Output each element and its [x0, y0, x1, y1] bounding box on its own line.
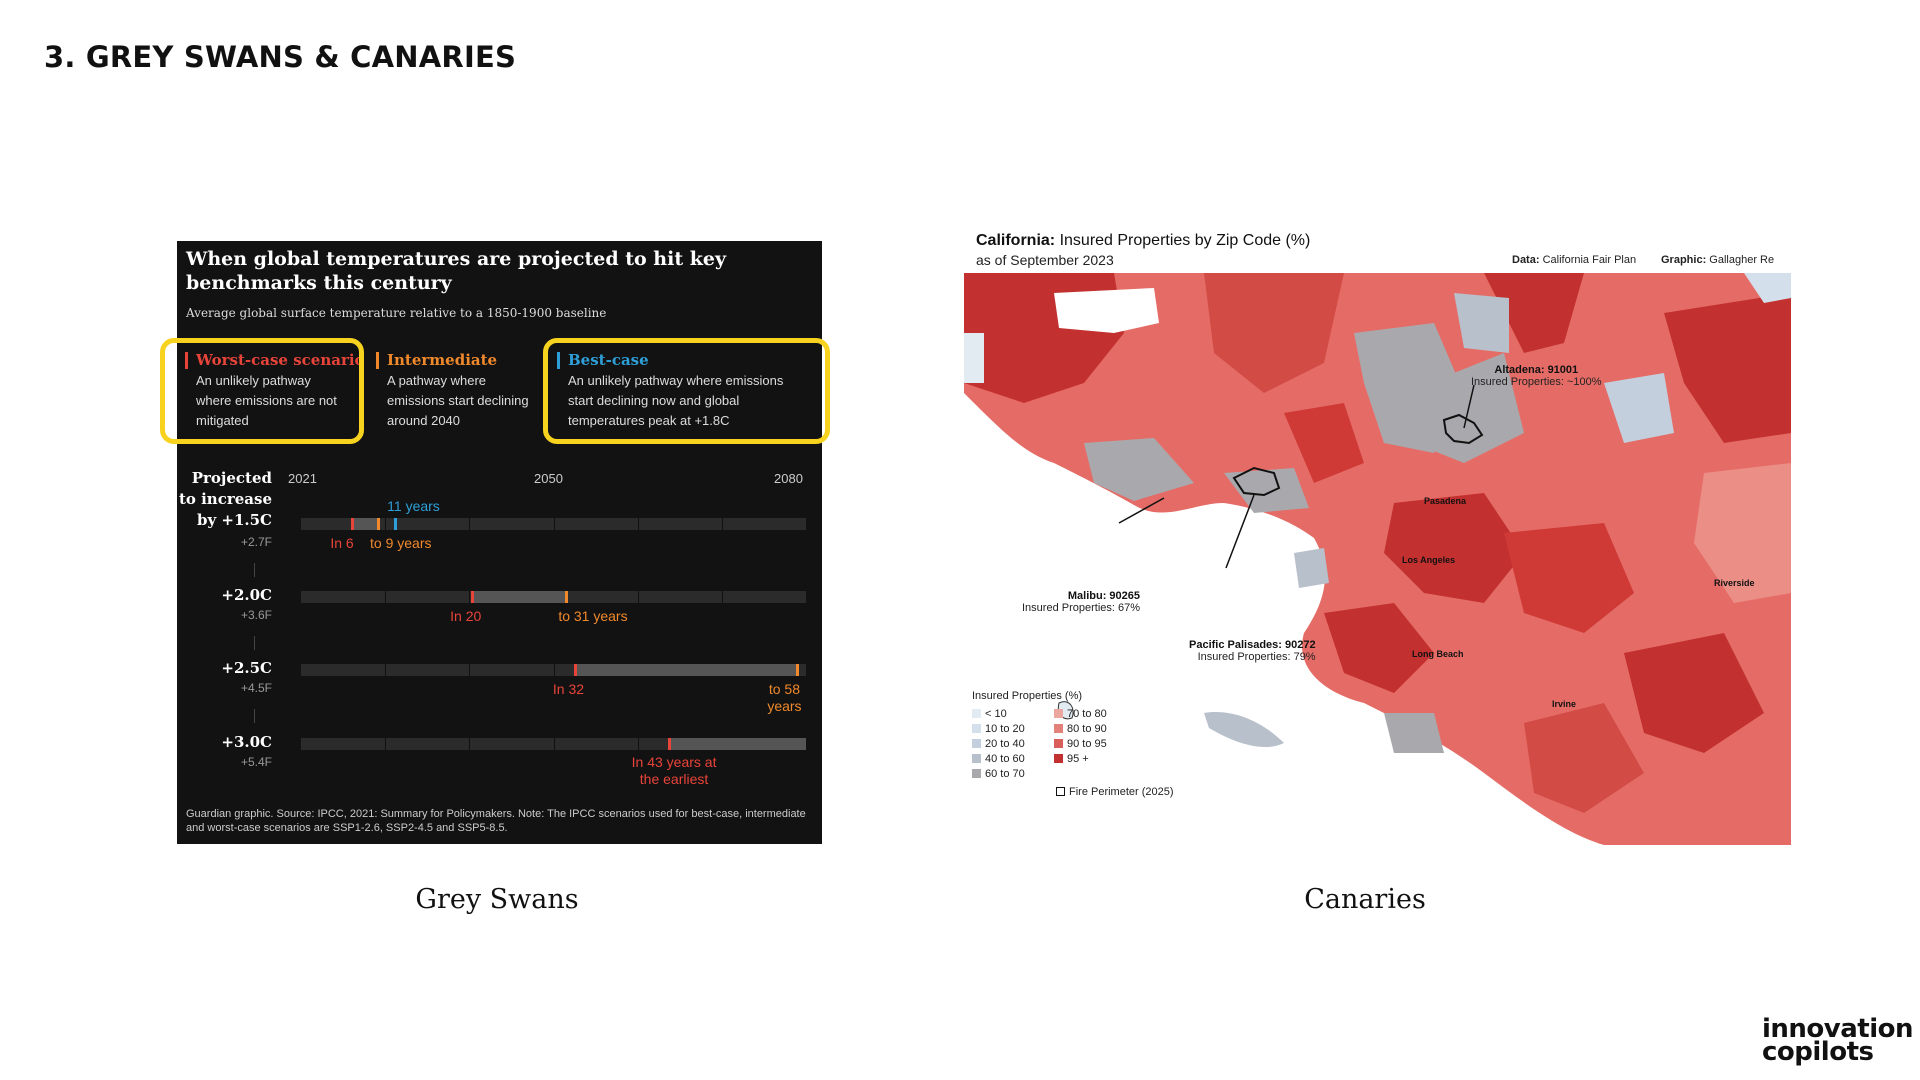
legend-worst-case: Worst-case scenario An unlikely pathway …: [185, 352, 365, 431]
map-credit-graphic: Graphic: Gallagher Re: [1661, 254, 1775, 266]
row-f-2p5: +4.5F: [240, 681, 272, 695]
marker-best: [394, 518, 398, 530]
track-gridline: [637, 738, 639, 750]
label-worst-2p0: In 20: [450, 608, 482, 624]
city-los-angeles: Los Angeles: [1402, 555, 1456, 565]
year-label-end: 2080: [774, 471, 803, 486]
legend-intermediate: Intermediate A pathway where emissions s…: [376, 352, 537, 431]
row-f-1p5: +2.7F: [240, 535, 272, 549]
track-gridline: [721, 518, 723, 530]
marker-intermediate: [377, 518, 381, 530]
marker-intermediate: [796, 664, 800, 676]
timeline-track-2p5: [301, 664, 806, 676]
map-title: California: Insured Properties by Zip Co…: [976, 232, 1311, 249]
city-riverside: Riverside: [1714, 578, 1755, 588]
annotation-malibu: Malibu: 90265 Insured Properties: 67%: [1022, 590, 1141, 614]
track-gridline: [553, 518, 555, 530]
legend-item: 10 to 20: [972, 721, 1025, 736]
map-area: [964, 273, 1791, 845]
projection-range: [669, 738, 806, 750]
timeline-track-2p0: [301, 591, 806, 603]
track-gridline: [385, 591, 387, 603]
legend-item: < 10: [972, 706, 1025, 721]
track-gridline: [385, 664, 387, 676]
legend-col-high: 70 to 80 80 to 90 90 to 95 95 +: [1054, 706, 1107, 766]
legend-title: Insured Properties (%): [972, 690, 1083, 702]
legend-item: 60 to 70: [972, 766, 1025, 781]
choropleth-map: [964, 273, 1791, 845]
divider: [254, 709, 255, 723]
marker-intermediate: [565, 591, 569, 603]
track-gridline: [469, 591, 471, 603]
row-label-1p5: Projected to increase by +1.5C: [178, 469, 272, 529]
map-legend: Insured Properties (%) < 10 10 to 20 20 …: [972, 690, 1174, 798]
track-gridline: [637, 518, 639, 530]
graphic-title: When global temperatures are projected t…: [186, 248, 727, 294]
timeline-track-3p0: [301, 738, 806, 750]
label-worst-3p0: In 43 years at the earliest: [631, 754, 717, 787]
legend-item: 90 to 95: [1054, 736, 1107, 751]
label-worst-2p5: In 32: [552, 681, 585, 697]
caption-canaries: Canaries: [1304, 884, 1426, 915]
timeline-track-1p5: [301, 518, 806, 530]
divider: [254, 636, 255, 650]
label-worst-1p5: In 6: [330, 535, 354, 551]
row-f-3p0: +5.4F: [240, 755, 272, 769]
row-label-2p5: +2.5C: [221, 659, 272, 677]
annotation-pacific-palisades: Pacific Palisades: 90272 Insured Properti…: [1189, 639, 1316, 663]
track-gridline: [721, 591, 723, 603]
label-intermediate-1p5: to 9 years: [370, 535, 432, 551]
map-as-of: as of September 2023: [976, 252, 1114, 268]
slide-title: 3. GREY SWANS & CANARIES: [44, 40, 517, 74]
highlight-best-case: [543, 338, 830, 444]
guardian-graphic: When global temperatures are projected t…: [177, 241, 822, 844]
malibu-leader: [1118, 497, 1165, 524]
projection-range: [352, 518, 379, 530]
track-gridline: [385, 518, 387, 530]
highlight-worst-case: [160, 338, 364, 444]
track-gridline: [469, 664, 471, 676]
legend-item: 80 to 90: [1054, 721, 1107, 736]
california-map-graphic: California: Insured Properties by Zip Co…: [964, 230, 1791, 845]
city-pasadena: Pasadena: [1424, 496, 1467, 506]
legend-best-case: Best-case An unlikely pathway where emis…: [557, 352, 798, 431]
projection-range: [472, 591, 567, 603]
track-gridline: [553, 738, 555, 750]
track-gridline: [469, 738, 471, 750]
legend-col-low: < 10 10 to 20 20 to 40 40 to 60 60 to 70: [972, 706, 1025, 781]
track-gridline: [469, 518, 471, 530]
marker-worst: [471, 591, 475, 603]
year-label-mid: 2050: [534, 471, 563, 486]
map-credit-data: Data: California Fair Plan: [1512, 254, 1637, 266]
graphic-footer: Guardian graphic. Source: IPCC, 2021: Su…: [186, 808, 806, 834]
marker-worst: [668, 738, 672, 750]
legend-item: 70 to 80: [1054, 706, 1107, 721]
altadena-leader: [1463, 384, 1475, 429]
city-irvine: Irvine: [1552, 699, 1577, 709]
legend-item: 40 to 60: [972, 751, 1025, 766]
row-label-3p0: +3.0C: [221, 733, 272, 751]
track-gridline: [637, 591, 639, 603]
year-label-start: 2021: [288, 471, 317, 486]
label-best-1p5: 11 years: [387, 498, 440, 514]
label-intermediate-2p5: to 58 years: [767, 681, 802, 714]
label-intermediate-2p0: to 31 years: [558, 608, 628, 624]
legend-fire-perimeter: Fire Perimeter (2025): [1056, 784, 1174, 799]
row-f-2p0: +3.6F: [240, 608, 272, 622]
marker-worst: [351, 518, 355, 530]
annotation-altadena: Altadena: 91001 Insured Properties: ~100%: [1471, 364, 1602, 388]
palisades-leader: [1225, 494, 1255, 569]
divider: [254, 563, 255, 577]
row-label-2p0: +2.0C: [221, 586, 272, 604]
city-long-beach: Long Beach: [1412, 649, 1464, 659]
innovation-copilots-logo: innovation copilots: [1762, 1014, 1914, 1067]
track-gridline: [553, 664, 555, 676]
marker-worst: [573, 664, 577, 676]
legend-item: 20 to 40: [972, 736, 1025, 751]
caption-grey-swans: Grey Swans: [415, 884, 579, 915]
legend-item: 95 +: [1054, 751, 1107, 766]
projection-range: [574, 664, 798, 676]
track-gridline: [385, 738, 387, 750]
graphic-subtitle: Average global surface temperature relat…: [186, 306, 607, 320]
